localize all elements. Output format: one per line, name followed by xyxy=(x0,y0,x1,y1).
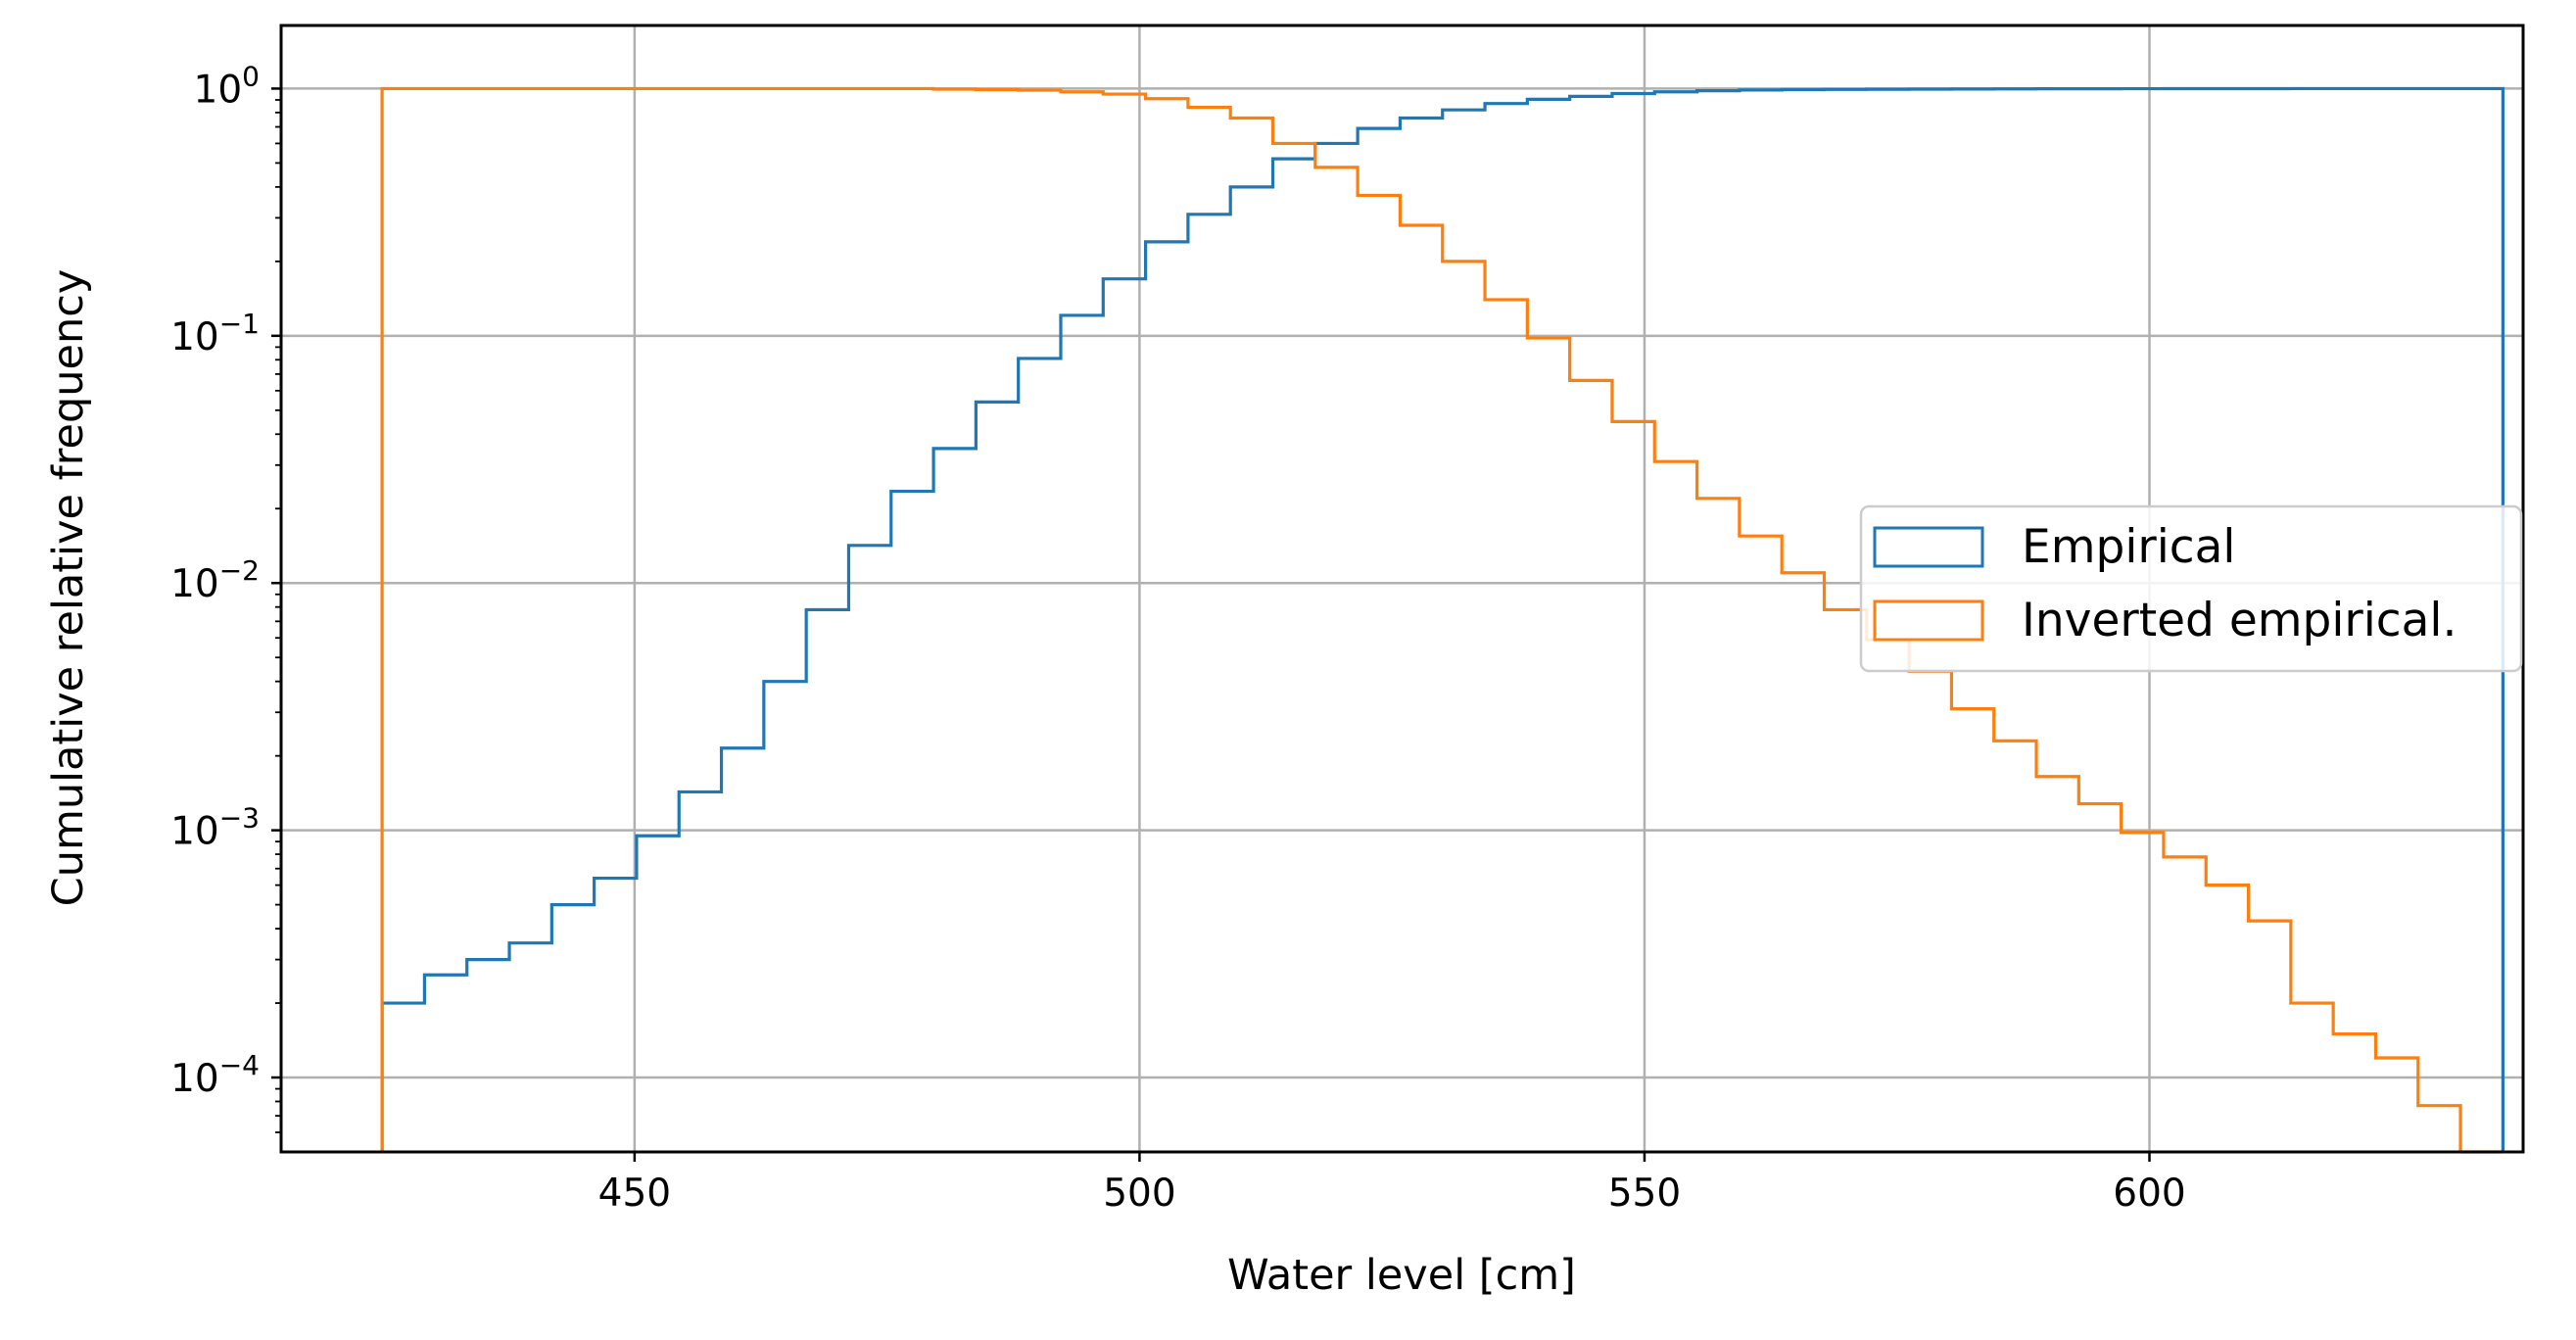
y-tick-label-base: 10 xyxy=(170,562,219,606)
series-line-inverted-empirical xyxy=(380,86,2504,1154)
y-tick-label-exponent: −1 xyxy=(219,308,260,340)
x-tick-label: 600 xyxy=(2113,1172,2185,1216)
series-layer xyxy=(380,86,2504,1154)
x-tick-label: 550 xyxy=(1608,1172,1681,1216)
y-tick-label: 10−2 xyxy=(170,554,260,606)
y-tick-label: 10−1 xyxy=(170,308,260,359)
y-tick-label: 100 xyxy=(194,60,260,112)
x-axis: 450 500 550 600 xyxy=(598,1152,2186,1216)
y-tick-label-exponent: −2 xyxy=(219,554,260,587)
y-tick-label-base: 10 xyxy=(194,68,243,112)
plot-frame xyxy=(279,24,2525,1154)
series-line-empirical xyxy=(380,86,2504,1152)
x-tick-label: 500 xyxy=(1103,1172,1175,1216)
y-axis-label: Cumulative relative frequency xyxy=(44,269,93,907)
y-tick-label-exponent: −4 xyxy=(219,1049,260,1081)
y-tick-label: 10−3 xyxy=(170,802,260,854)
y-tick-label-base: 10 xyxy=(170,315,219,359)
legend: Empirical Inverted empirical. xyxy=(1859,504,2523,673)
y-tick-label-exponent: −3 xyxy=(219,802,260,835)
legend-swatch-inverted-empirical xyxy=(1873,599,1984,642)
legend-label-inverted-empirical: Inverted empirical. xyxy=(2022,594,2457,647)
legend-label-empirical: Empirical xyxy=(2022,520,2235,574)
legend-frame xyxy=(1859,504,2523,673)
y-tick-label-base: 10 xyxy=(170,1057,219,1101)
y-tick-label-exponent: 0 xyxy=(242,60,260,92)
y-tick-label-base: 10 xyxy=(170,810,219,854)
x-axis-label: Water level [cm] xyxy=(1227,1251,1576,1300)
legend-swatch-empirical xyxy=(1873,526,1984,568)
y-tick-label: 10−4 xyxy=(170,1049,260,1101)
x-tick-label: 450 xyxy=(598,1172,671,1216)
